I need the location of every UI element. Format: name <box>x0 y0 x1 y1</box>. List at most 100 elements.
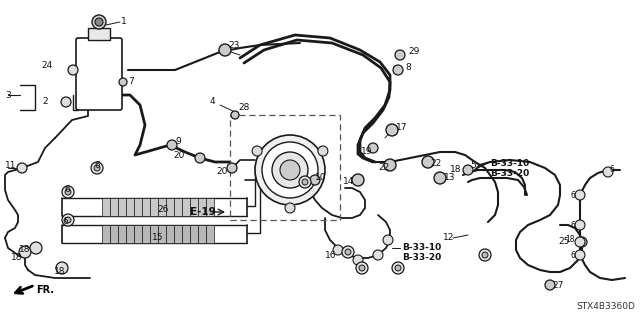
FancyBboxPatch shape <box>76 38 122 110</box>
Text: 22: 22 <box>379 164 390 173</box>
Text: 17: 17 <box>396 123 408 132</box>
Circle shape <box>434 172 446 184</box>
Circle shape <box>255 135 325 205</box>
Text: 27: 27 <box>552 280 563 290</box>
Circle shape <box>395 265 401 271</box>
Text: 18: 18 <box>449 166 461 174</box>
Circle shape <box>68 65 78 75</box>
Text: 18: 18 <box>19 246 30 255</box>
Circle shape <box>359 265 365 271</box>
Text: 2: 2 <box>42 98 48 107</box>
Circle shape <box>272 152 308 188</box>
Bar <box>198 198 206 216</box>
Circle shape <box>575 220 585 230</box>
Text: 1: 1 <box>121 18 127 26</box>
Circle shape <box>393 65 403 75</box>
Text: 20: 20 <box>173 151 185 160</box>
Circle shape <box>342 246 354 258</box>
Bar <box>134 198 142 216</box>
Circle shape <box>373 250 383 260</box>
Circle shape <box>92 15 106 29</box>
Circle shape <box>352 174 364 186</box>
Bar <box>88 28 110 40</box>
Circle shape <box>167 140 177 150</box>
Bar <box>126 198 134 216</box>
Circle shape <box>17 163 27 173</box>
Text: 12: 12 <box>443 234 454 242</box>
Text: 14: 14 <box>342 177 354 187</box>
Circle shape <box>94 165 100 171</box>
Text: 13: 13 <box>444 174 456 182</box>
Text: 15: 15 <box>152 233 163 241</box>
Text: 24: 24 <box>42 61 53 70</box>
Bar <box>190 225 198 243</box>
Circle shape <box>383 235 393 245</box>
Circle shape <box>333 245 343 255</box>
Text: 18: 18 <box>10 254 22 263</box>
Circle shape <box>575 250 585 260</box>
Bar <box>174 198 182 216</box>
Bar <box>174 225 182 243</box>
Circle shape <box>353 255 363 265</box>
Circle shape <box>30 242 42 254</box>
Circle shape <box>575 190 585 200</box>
Circle shape <box>392 262 404 274</box>
Circle shape <box>302 179 308 185</box>
Text: 16: 16 <box>324 250 336 259</box>
Circle shape <box>577 237 587 247</box>
Bar <box>158 198 166 216</box>
Text: 6: 6 <box>94 160 100 169</box>
Circle shape <box>65 189 71 195</box>
Circle shape <box>310 175 320 185</box>
Text: E-19: E-19 <box>190 207 216 217</box>
Text: 8: 8 <box>405 63 411 72</box>
Circle shape <box>285 203 295 213</box>
Text: B-33-10: B-33-10 <box>490 159 529 167</box>
Circle shape <box>56 262 68 274</box>
Circle shape <box>95 18 103 26</box>
Circle shape <box>386 124 398 136</box>
Bar <box>126 225 134 243</box>
Bar <box>166 225 174 243</box>
Bar <box>110 198 118 216</box>
Circle shape <box>299 176 311 188</box>
Circle shape <box>318 146 328 156</box>
Bar <box>198 225 206 243</box>
Text: 6: 6 <box>610 166 615 174</box>
Circle shape <box>603 167 613 177</box>
Text: 10: 10 <box>315 173 326 182</box>
Bar <box>166 198 174 216</box>
Bar <box>110 225 118 243</box>
Circle shape <box>62 214 74 226</box>
Circle shape <box>368 143 378 153</box>
Text: 22: 22 <box>430 159 441 167</box>
Text: 6: 6 <box>570 220 575 229</box>
Bar <box>230 115 340 220</box>
Circle shape <box>482 252 488 258</box>
Bar <box>102 225 110 243</box>
Circle shape <box>356 262 368 274</box>
Circle shape <box>61 97 71 107</box>
Text: B-33-20: B-33-20 <box>402 254 441 263</box>
Text: STX4B3360D: STX4B3360D <box>576 302 635 311</box>
Bar <box>182 198 190 216</box>
Bar <box>142 198 150 216</box>
Text: 28: 28 <box>238 102 250 112</box>
Circle shape <box>227 163 237 173</box>
Text: 6: 6 <box>64 184 70 194</box>
Bar <box>142 225 150 243</box>
Text: 26: 26 <box>157 205 168 214</box>
Circle shape <box>91 162 103 174</box>
Text: B-33-10: B-33-10 <box>402 243 441 253</box>
Circle shape <box>280 160 300 180</box>
Text: B-33-20: B-33-20 <box>490 168 529 177</box>
Circle shape <box>119 78 127 86</box>
Text: 6: 6 <box>570 190 575 199</box>
Bar <box>206 198 214 216</box>
Circle shape <box>219 44 231 56</box>
Text: 6: 6 <box>62 218 68 226</box>
Text: 5: 5 <box>470 160 476 169</box>
Circle shape <box>422 156 434 168</box>
Bar <box>102 198 110 216</box>
Circle shape <box>62 186 74 198</box>
